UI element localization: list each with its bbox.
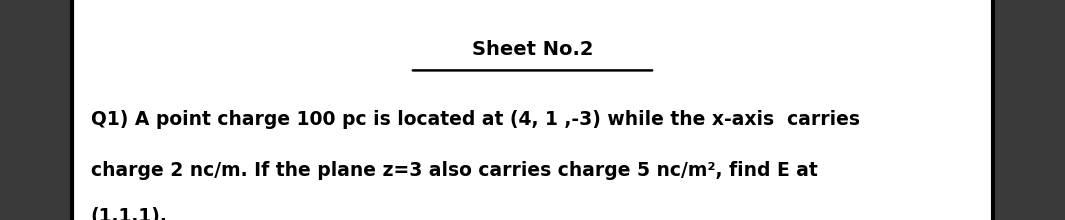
Text: Sheet No.2: Sheet No.2	[472, 40, 593, 59]
Bar	[72, 0, 993, 220]
Text: Q1) A point charge 100 pc is located at (4, 1 ,-3) while the x-axis  carries: Q1) A point charge 100 pc is located at …	[91, 110, 859, 129]
Text: charge 2 nc/m. If the plane z=3 also carries charge 5 nc/m², find E at: charge 2 nc/m. If the plane z=3 also car…	[91, 161, 817, 180]
Text: (1,1,1).: (1,1,1).	[91, 207, 167, 220]
